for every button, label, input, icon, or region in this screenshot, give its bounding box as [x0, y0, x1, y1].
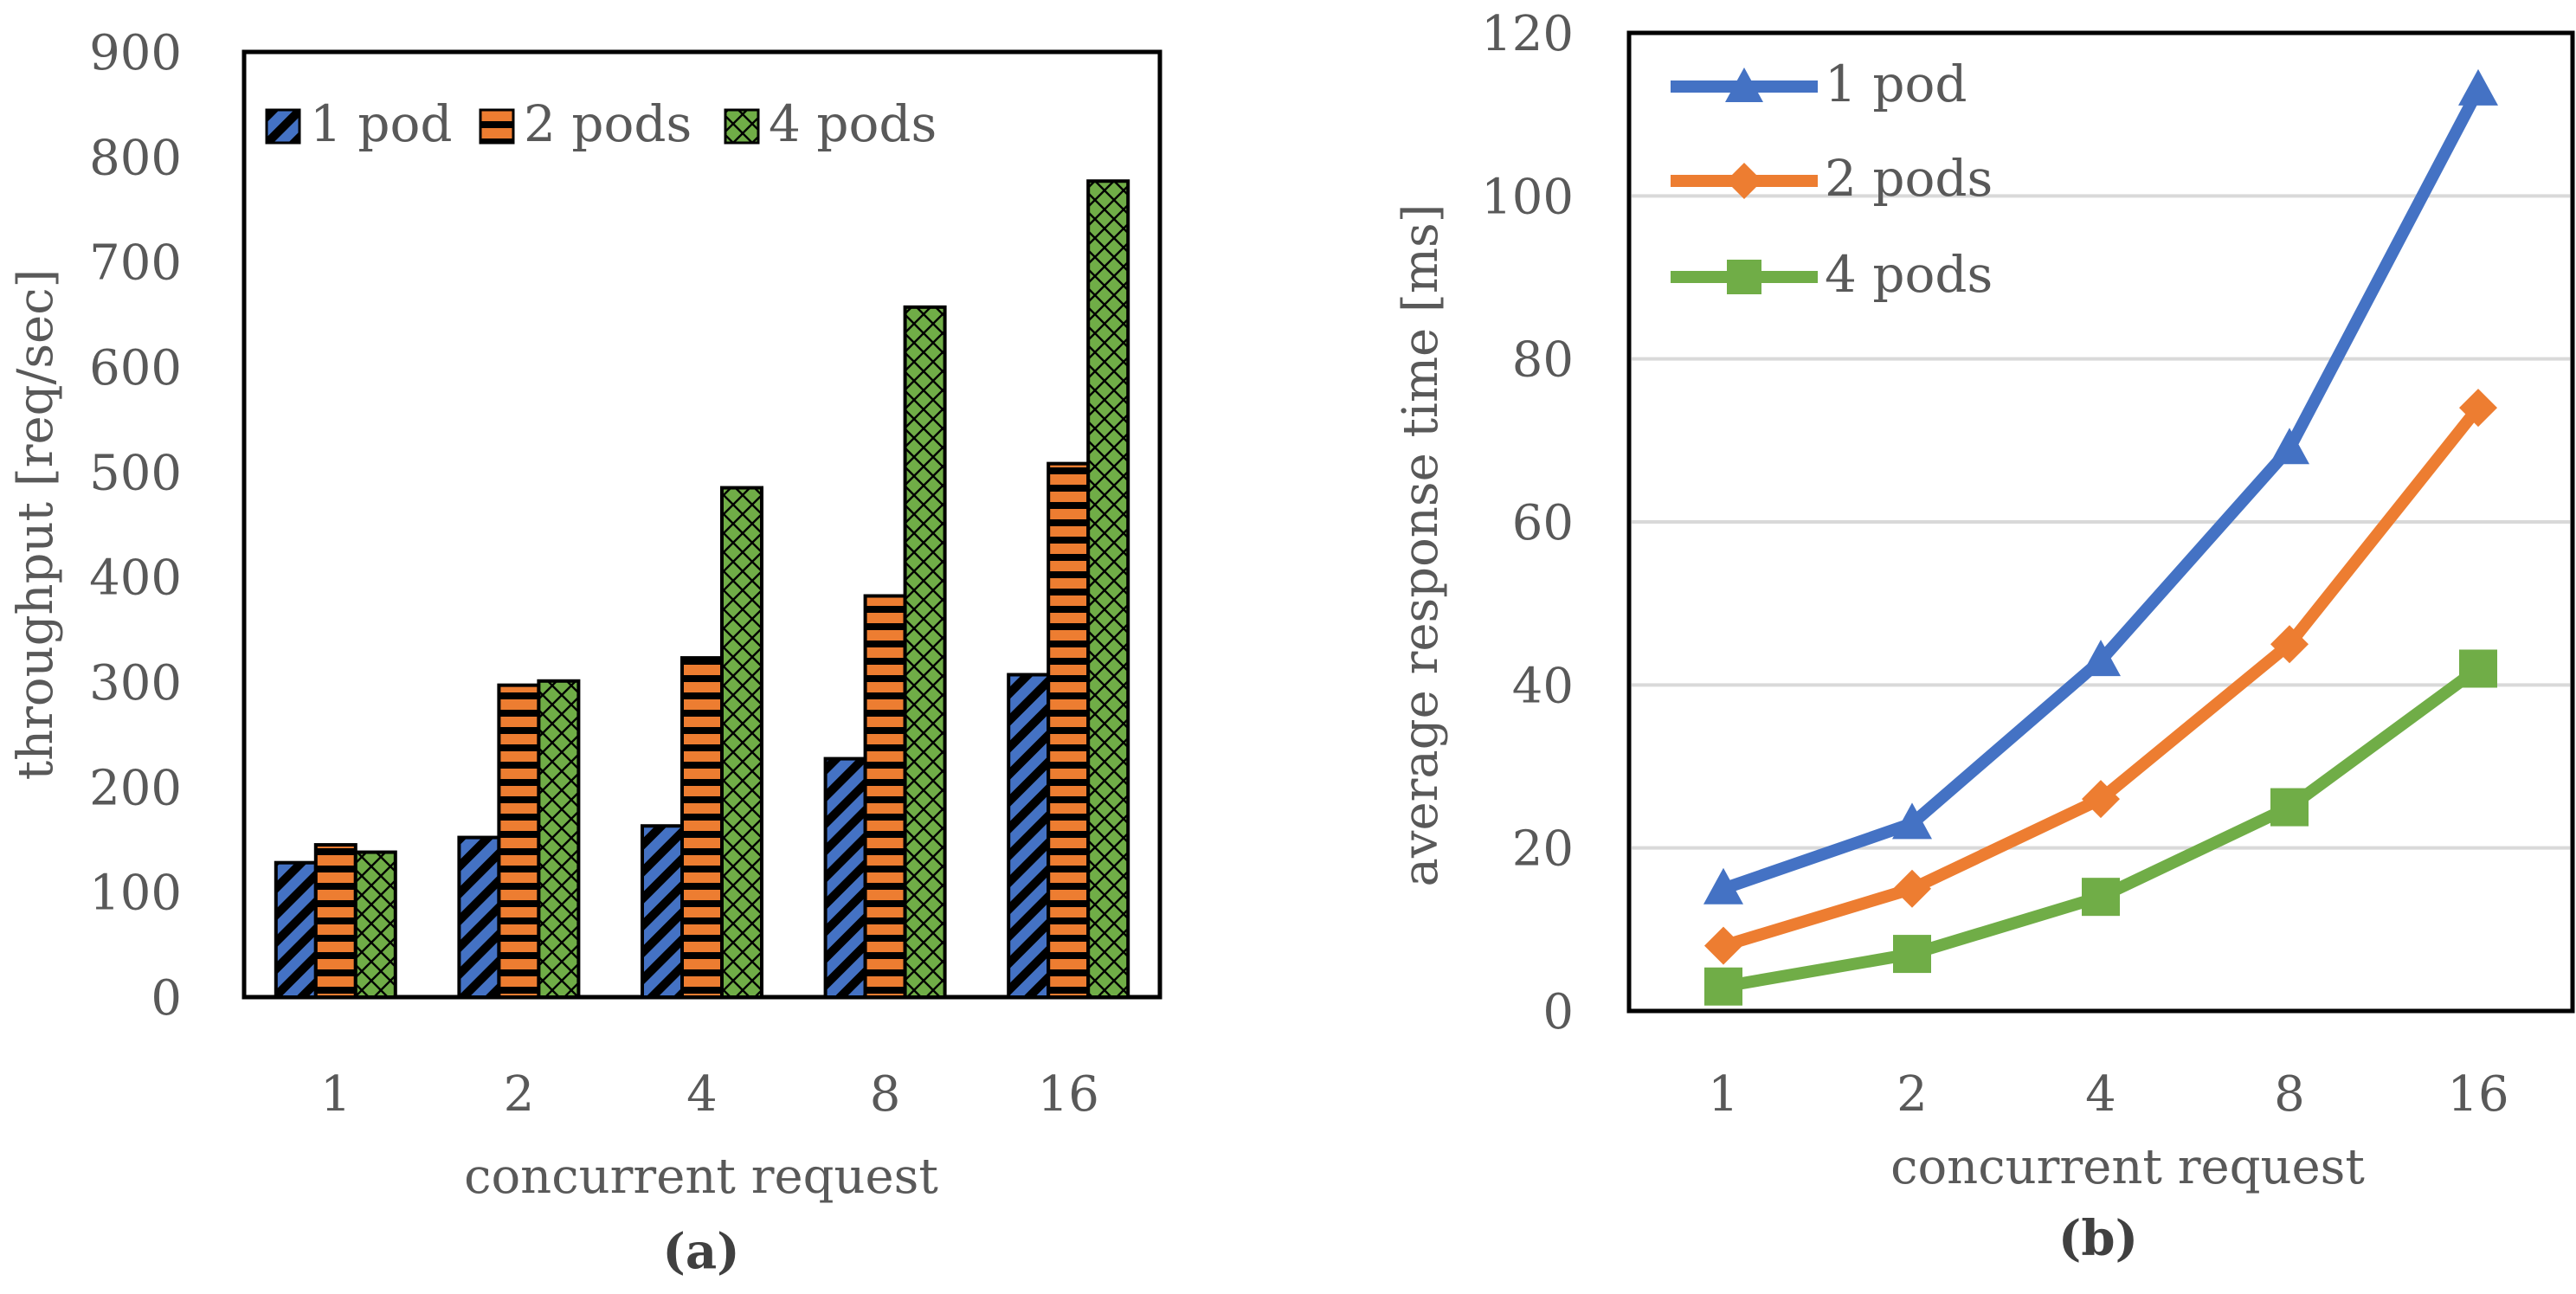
x-tick-label: 16	[1038, 1066, 1099, 1123]
point-4-pods-1	[1704, 967, 1742, 1006]
bar-2-pods-16	[1046, 461, 1091, 999]
x-tick-labels-a: 1 2 4 8 16	[320, 1066, 1099, 1123]
legend-marker-diamond	[1726, 163, 1762, 199]
y-tick-label: 0	[151, 970, 182, 1027]
x-tick-label: 4	[686, 1066, 718, 1123]
legend-label: 4 pods	[1825, 245, 1993, 304]
y-tick-label: 300	[89, 655, 182, 711]
lines-b	[1703, 68, 2498, 1006]
bar-2-pods-2	[497, 683, 541, 999]
legend-label: 4 pods	[769, 94, 937, 153]
legend-item-b-4pods: 4 pods	[1671, 245, 1993, 304]
bar-1-pod-1	[274, 860, 318, 1000]
legend-label: 2 pods	[524, 94, 692, 153]
legend-swatch	[479, 108, 515, 145]
y-tick-label: 200	[89, 760, 182, 816]
legend-label: 1 pod	[310, 94, 453, 153]
point-2-pods-8	[2270, 625, 2309, 664]
y-tick-label: 60	[1512, 495, 1574, 551]
y-tick-label: 500	[89, 445, 182, 501]
point-1-pod-1	[1703, 867, 1743, 905]
legend-label: 1 pod	[1825, 55, 1967, 113]
bar-1-pod-2	[457, 835, 501, 999]
legend-marker-square	[1727, 260, 1761, 294]
bars-a	[274, 179, 1130, 1000]
point-4-pods-16	[2459, 649, 2497, 688]
x-axis-label-a: concurrent request	[464, 1149, 938, 1205]
bar-2-pods-4	[680, 656, 724, 999]
bar-2-pods-1	[313, 843, 357, 999]
legend-marker-triangle	[1725, 68, 1763, 102]
gridlines-b	[1632, 194, 2570, 850]
legend-item-a-4pods: 4 pods	[724, 94, 937, 153]
y-tick-label: 100	[1481, 169, 1574, 225]
bar-4-pods-4	[720, 486, 763, 999]
y-tick-label: 400	[89, 550, 182, 607]
y-tick-label: 700	[89, 235, 182, 292]
point-2-pods-4	[2082, 780, 2120, 819]
caption-b: (b)	[2058, 1210, 2138, 1267]
x-tick-label: 8	[870, 1066, 901, 1123]
legend-label: 2 pods	[1825, 149, 1993, 208]
point-4-pods-4	[2082, 878, 2120, 917]
y-tick-label: 800	[89, 130, 182, 186]
y-tick-label: 900	[89, 25, 182, 81]
x-tick-label: 1	[1708, 1066, 1739, 1123]
bar-4-pods-2	[537, 679, 581, 1000]
y-tick-label: 0	[1542, 984, 1574, 1040]
point-1-pod-16	[2458, 68, 2498, 106]
legend-swatch	[724, 108, 760, 145]
x-tick-label: 8	[2274, 1066, 2305, 1123]
point-1-pod-2	[1892, 802, 1932, 840]
y-tick-labels-b: 0 20 40 60 80 100 120	[1481, 6, 1574, 1040]
bar-2-pods-8	[863, 594, 907, 999]
legend-b: 1 pod 2 pods 4 pods	[1671, 55, 1993, 304]
y-axis-label-b: average response time [ms]	[1393, 203, 1449, 886]
y-tick-labels-a: 0 100 200 300 400 500 600 700 800 900	[89, 25, 182, 1027]
y-tick-label: 40	[1512, 658, 1574, 714]
y-tick-label: 100	[89, 866, 182, 922]
x-tick-label: 2	[504, 1066, 535, 1123]
throughput-bar-chart: 0 100 200 300 400 500 600 700 800 900 1 2 4 8 16 thro…	[8, 25, 1162, 1280]
point-2-pods-1	[1704, 926, 1742, 965]
point-4-pods-8	[2270, 788, 2309, 827]
bar-1-pod-16	[1007, 673, 1051, 999]
point-1-pod-4	[2081, 640, 2121, 677]
y-tick-label: 80	[1512, 332, 1574, 389]
response-time-line-chart: 0 20 40 60 80 100 120 1 2 4 8 16 average response …	[1393, 6, 2575, 1267]
point-2-pods-16	[2459, 389, 2497, 428]
legend-item-b-1pod: 1 pod	[1671, 55, 1967, 113]
legend-a: 1 pod 2 pods 4 pods	[265, 94, 937, 153]
y-tick-label: 20	[1512, 821, 1574, 878]
point-2-pods-2	[1893, 869, 1931, 908]
y-tick-label: 120	[1481, 6, 1574, 62]
bar-4-pods-8	[903, 305, 947, 999]
y-axis-label-a: throughput [req/sec]	[8, 269, 64, 781]
caption-a: (a)	[662, 1223, 739, 1280]
bar-4-pods-16	[1086, 179, 1130, 1000]
legend-swatch	[265, 108, 301, 145]
bar-1-pod-8	[823, 756, 867, 999]
x-tick-label: 16	[2447, 1066, 2508, 1123]
x-tick-label: 1	[320, 1066, 351, 1123]
y-tick-label: 600	[89, 340, 182, 396]
bar-1-pod-4	[641, 824, 684, 1000]
x-tick-label: 2	[1897, 1066, 1928, 1123]
x-axis-label-b: concurrent request	[1890, 1139, 2365, 1195]
point-4-pods-2	[1893, 935, 1931, 974]
legend-item-a-1pod: 1 pod	[265, 94, 453, 153]
legend-item-a-2pods: 2 pods	[479, 94, 692, 153]
x-tick-label: 4	[2085, 1066, 2116, 1123]
point-1-pod-8	[2270, 428, 2309, 465]
bar-4-pods-1	[353, 850, 397, 999]
legend-item-b-2pods: 2 pods	[1671, 149, 1993, 208]
x-tick-labels-b: 1 2 4 8 16	[1708, 1066, 2508, 1123]
